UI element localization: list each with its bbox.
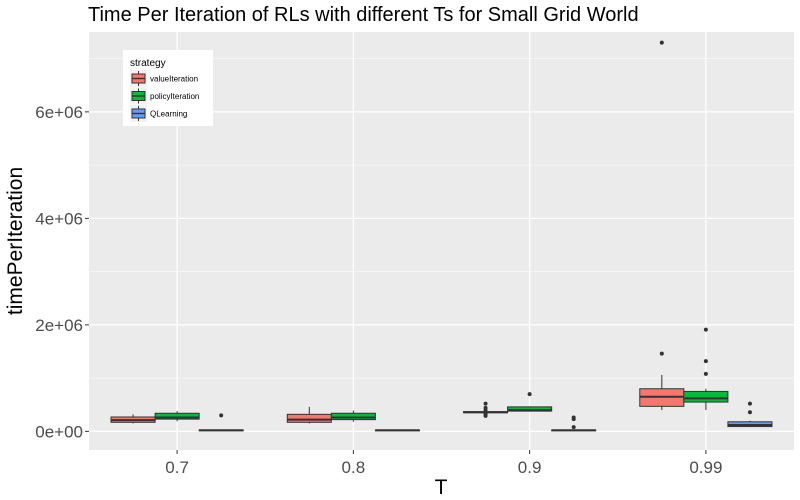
x-tick-label: 0.99 <box>689 458 722 477</box>
x-tick-label: 0.7 <box>165 458 189 477</box>
legend-label: valueIteration <box>150 75 198 84</box>
legend-label: QLearning <box>150 110 187 119</box>
box-policyIteration-0.8 <box>330 410 376 422</box>
box-valueIteration-0.9 <box>463 401 509 418</box>
legend: strategy valueIteration policyIteration QL… <box>123 50 213 126</box>
outlier-point <box>527 392 532 397</box>
box-QLearning-0.99 <box>727 401 773 428</box>
box-body <box>330 412 376 421</box>
box-QLearning-0.8 <box>374 429 420 432</box>
y-axis-ticks: 0e+00 2e+06 4e+06 6e+06 <box>35 103 89 441</box>
box-QLearning-0.9 <box>551 415 597 432</box>
outlier-point <box>703 359 708 364</box>
box-body <box>286 413 332 423</box>
legend-key-policyIteration: policyIteration <box>130 87 199 105</box>
outlier-point <box>483 411 488 416</box>
outlier-point <box>571 415 576 420</box>
y-tick-label: 0e+00 <box>35 422 83 441</box>
box-body <box>154 412 200 420</box>
x-axis-ticks: 0.7 0.8 0.9 0.99 <box>165 450 722 477</box>
outlier-point <box>703 327 708 332</box>
y-axis-title: timePerIteration <box>4 167 27 315</box>
chart-title: Time Per Iteration of RLs with different… <box>88 4 639 26</box>
legend-title: strategy <box>130 58 166 69</box>
outlier-point <box>571 425 576 430</box>
box-policyIteration-0.9 <box>507 392 553 412</box>
y-tick-label: 4e+06 <box>35 209 83 228</box>
outlier-point <box>483 401 488 406</box>
outlier-point <box>659 351 664 356</box>
outlier-point <box>483 405 488 410</box>
outlier-point <box>747 410 752 415</box>
outlier-point <box>747 401 752 406</box>
boxes <box>110 40 773 432</box>
legend-key-QLearning: QLearning <box>130 105 187 122</box>
outlier-point <box>219 413 224 418</box>
box-policyIteration-0.7 <box>154 411 200 422</box>
outlier-point <box>703 371 708 376</box>
y-tick-label: 2e+06 <box>35 316 83 335</box>
x-axis-title: T <box>435 476 448 499</box>
legend-label: policyIteration <box>150 92 199 101</box>
outlier-point <box>659 40 664 45</box>
box-body <box>507 406 553 412</box>
x-tick-label: 0.8 <box>342 458 366 477</box>
x-tick-label: 0.9 <box>518 458 542 477</box>
box-body <box>683 390 729 403</box>
box-policyIteration-0.99 <box>683 327 729 411</box>
y-tick-label: 6e+06 <box>35 103 83 122</box>
box-QLearning-0.7 <box>198 413 244 432</box>
legend-key-valueIteration: valueIteration <box>130 70 198 87</box>
box-valueIteration-0.7 <box>110 414 156 424</box>
